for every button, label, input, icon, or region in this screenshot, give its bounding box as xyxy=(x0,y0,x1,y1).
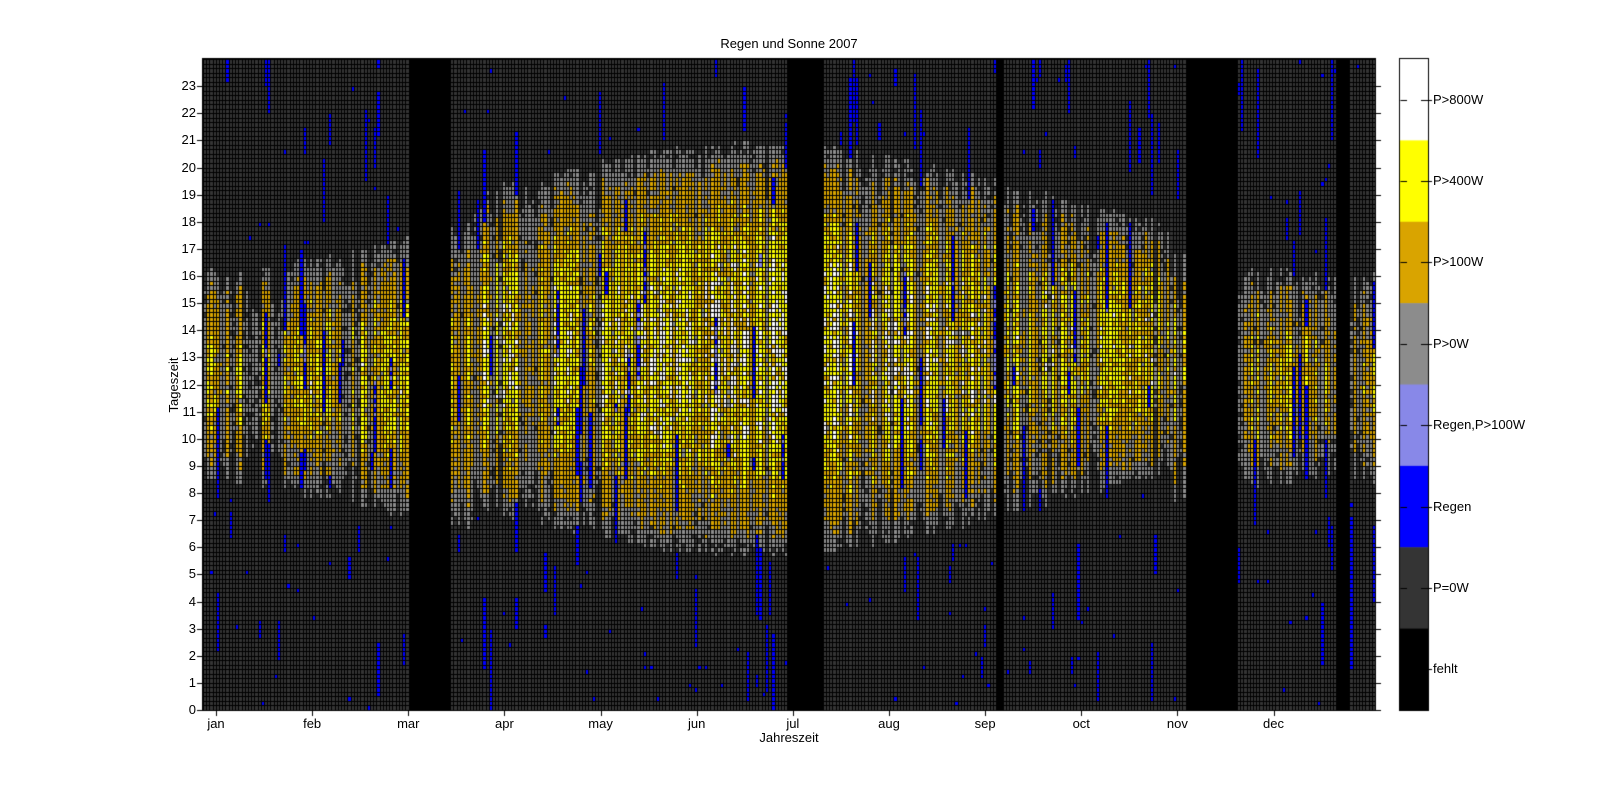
y-tick-label: 2 xyxy=(188,647,196,663)
colorbar-label: P>400W xyxy=(1433,173,1484,189)
y-tick-label: 11 xyxy=(182,403,197,419)
y-tick-label: 14 xyxy=(181,322,196,338)
colorbar-label: P>800W xyxy=(1433,91,1484,107)
y-tick-label: 3 xyxy=(188,620,196,636)
colorbar-label: Regen xyxy=(1433,498,1472,514)
x-tick-label: jul xyxy=(786,716,800,731)
x-axis-label: Jahreszeit xyxy=(759,730,819,745)
y-tick-label: 19 xyxy=(181,186,196,202)
y-tick-label: 0 xyxy=(188,702,196,717)
y-tick-label: 8 xyxy=(188,485,196,500)
y-tick-label: 13 xyxy=(181,349,196,365)
y-tick-label: 17 xyxy=(181,240,196,256)
x-tick-label: sep xyxy=(974,716,996,731)
colorbar-label: Regen,P>100W xyxy=(1433,417,1526,433)
y-tick-label: 9 xyxy=(188,457,196,473)
colorbar-label: P>100W xyxy=(1433,254,1484,270)
y-tick-label: 23 xyxy=(181,78,196,94)
x-tick-label: nov xyxy=(1166,716,1188,731)
x-tick-label: jun xyxy=(688,716,706,731)
y-tick-label: 7 xyxy=(188,512,196,528)
y-tick-label: 21 xyxy=(181,132,196,148)
x-tick-label: aug xyxy=(878,716,900,731)
x-tick-label: jan xyxy=(207,716,225,731)
colorbar-label: fehlt xyxy=(1433,661,1458,677)
y-tick-label: 4 xyxy=(188,593,196,609)
y-tick-label: 20 xyxy=(181,159,196,175)
y-tick-label: 12 xyxy=(181,376,196,392)
y-tick-label: 16 xyxy=(181,268,196,283)
x-tick-label: mar xyxy=(397,716,420,731)
x-tick-label: may xyxy=(588,716,613,731)
y-tick-label: 5 xyxy=(188,566,196,582)
colorbar-label: P>0W xyxy=(1433,335,1469,351)
x-tick-label: dec xyxy=(1263,716,1285,731)
y-tick-label: 1 xyxy=(188,674,196,690)
y-tick-label: 6 xyxy=(188,539,196,555)
y-tick-label: 18 xyxy=(181,213,196,229)
colorbar-label: P=0W xyxy=(1433,579,1469,595)
y-tick-label: 15 xyxy=(181,295,196,311)
x-tick-label: feb xyxy=(303,716,322,731)
x-tick-label: apr xyxy=(495,716,514,731)
x-tick-label: oct xyxy=(1072,716,1090,731)
chart-title: Regen und Sonne 2007 xyxy=(720,36,858,51)
y-tick-label: 22 xyxy=(181,105,196,121)
y-tick-label: 10 xyxy=(181,430,196,446)
